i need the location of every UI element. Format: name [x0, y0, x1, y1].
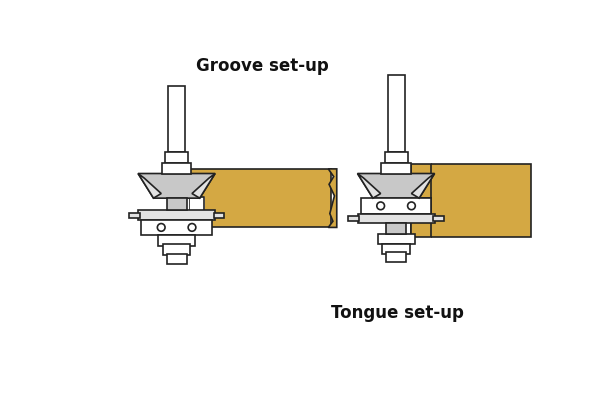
- Bar: [167, 254, 187, 264]
- Polygon shape: [138, 174, 215, 198]
- Bar: [214, 213, 224, 218]
- Polygon shape: [358, 174, 380, 198]
- Circle shape: [157, 224, 165, 231]
- Bar: [162, 163, 191, 174]
- Bar: [377, 234, 415, 244]
- Bar: [358, 214, 434, 223]
- Bar: [190, 197, 205, 212]
- Bar: [386, 223, 406, 234]
- Bar: [141, 220, 212, 235]
- Bar: [163, 244, 190, 255]
- Polygon shape: [192, 174, 215, 198]
- Bar: [382, 163, 410, 174]
- Polygon shape: [358, 174, 434, 198]
- Polygon shape: [412, 174, 434, 198]
- Polygon shape: [412, 164, 431, 237]
- Circle shape: [377, 202, 385, 210]
- Bar: [138, 210, 215, 220]
- Bar: [410, 162, 431, 198]
- Circle shape: [407, 202, 415, 210]
- Bar: [129, 213, 140, 218]
- Bar: [433, 216, 444, 221]
- Polygon shape: [328, 169, 337, 228]
- Bar: [158, 235, 195, 246]
- Bar: [410, 198, 431, 238]
- Bar: [388, 75, 404, 152]
- Bar: [165, 152, 188, 163]
- Polygon shape: [138, 174, 161, 198]
- Bar: [412, 164, 531, 237]
- Bar: [190, 169, 331, 228]
- Bar: [349, 216, 359, 221]
- Bar: [386, 252, 406, 262]
- Text: Tongue set-up: Tongue set-up: [331, 304, 463, 322]
- Bar: [361, 198, 431, 214]
- Bar: [167, 198, 187, 210]
- Bar: [385, 152, 407, 163]
- Bar: [168, 86, 185, 152]
- Text: Groove set-up: Groove set-up: [196, 57, 329, 75]
- Circle shape: [188, 224, 196, 231]
- Bar: [382, 244, 410, 254]
